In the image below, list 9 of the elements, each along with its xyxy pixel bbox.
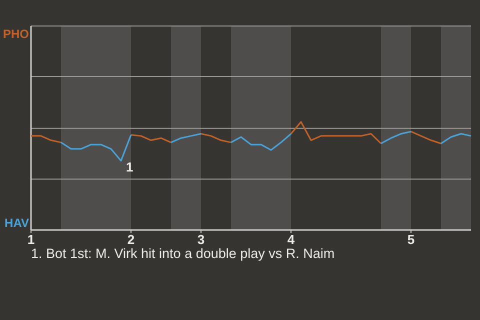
x-tick-label: 4: [287, 232, 296, 247]
x-tick-label: 5: [407, 232, 415, 247]
text: 1. Bot 1st: M. Virk hit into a double play vs R. Naim: [31, 246, 335, 261]
annotation: 1: [126, 160, 134, 175]
text: HAV: [4, 216, 29, 230]
text: PHO: [2, 27, 29, 41]
x-tick-label: 3: [197, 232, 205, 247]
x-tick-label: 2: [127, 232, 135, 247]
x-tick-label: 1: [27, 232, 35, 247]
